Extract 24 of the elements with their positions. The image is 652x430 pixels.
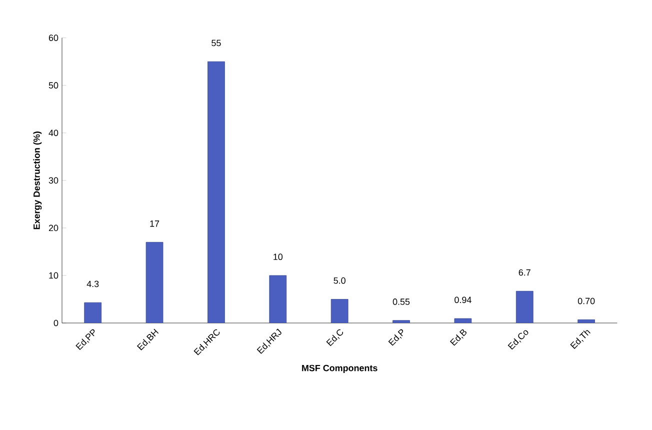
x-axis-title: MSF Components (302, 364, 378, 373)
y-tick-label: 0 (54, 320, 58, 326)
bar (516, 290, 534, 323)
data-label: 0.94 (454, 296, 472, 304)
y-tick-label: 20 (48, 224, 58, 232)
data-label: 17 (150, 220, 160, 227)
bar (84, 302, 102, 323)
y-tick-label: 30 (48, 177, 58, 184)
data-label: 0.70 (578, 298, 595, 304)
data-label: 5.0 (334, 277, 346, 284)
bar (208, 61, 225, 323)
bar (330, 299, 348, 323)
data-label: 0.55 (392, 298, 410, 305)
data-label: 6.7 (518, 269, 530, 276)
bar (269, 275, 287, 323)
data-label: 4.3 (86, 280, 99, 288)
y-tick-label: 10 (49, 272, 58, 279)
y-tick-label: 40 (48, 130, 58, 136)
y-tick-label: 60 (48, 34, 58, 42)
y-axis-title: Exergy Destruction (%) (33, 132, 42, 230)
bar (146, 242, 164, 323)
y-tick-label: 50 (48, 82, 58, 89)
data-label: 55 (212, 40, 221, 46)
data-label: 10 (274, 254, 283, 260)
